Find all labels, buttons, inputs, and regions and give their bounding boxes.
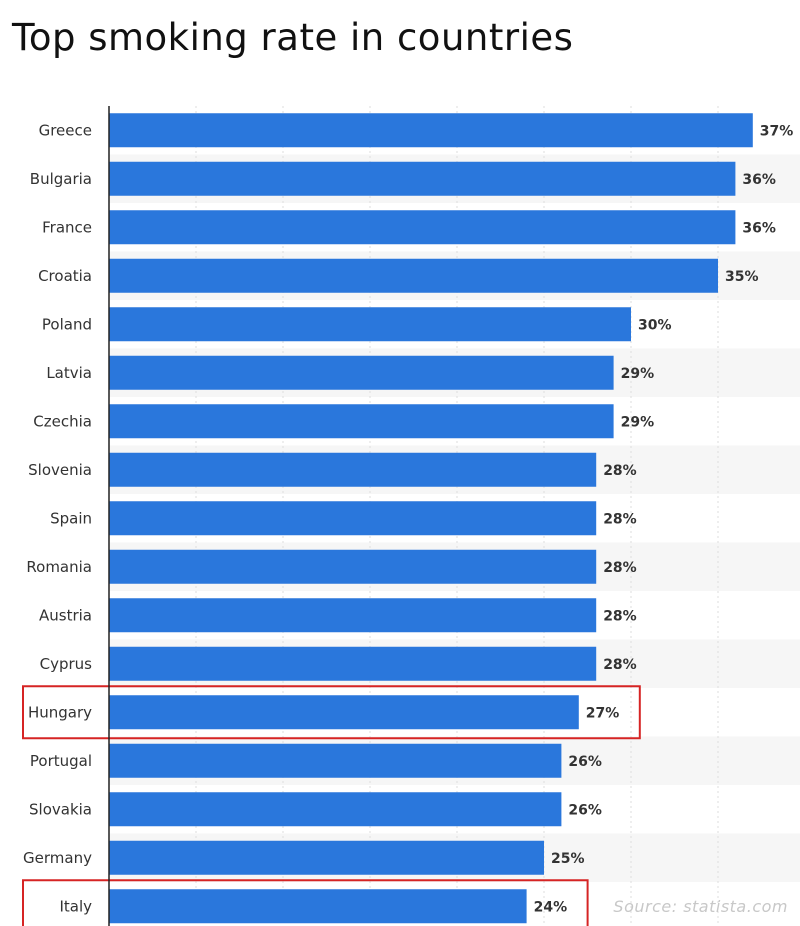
category-label: Poland — [42, 315, 92, 333]
category-label: France — [42, 218, 92, 236]
category-label: Croatia — [38, 267, 92, 285]
value-label: 35% — [725, 269, 759, 285]
bar-cyprus — [109, 646, 597, 681]
value-label: 28% — [603, 657, 637, 673]
chart-title: Top smoking rate in countries — [12, 16, 574, 59]
bar-spain — [109, 501, 597, 536]
category-label: Austria — [39, 606, 92, 624]
bar-slovenia — [109, 452, 597, 487]
value-label: 29% — [621, 414, 655, 430]
bar-france — [109, 210, 736, 245]
category-label: Cyprus — [40, 655, 93, 673]
value-label: 25% — [551, 851, 585, 867]
value-label: 28% — [603, 560, 637, 576]
bar-greece — [109, 113, 753, 148]
source-note: Source: statista.com — [613, 897, 788, 916]
bars — [109, 113, 753, 924]
bar-croatia — [109, 258, 718, 293]
value-label: 28% — [603, 511, 637, 527]
category-labels: Greece Bulgaria France Croatia Poland Latvia C… — [23, 121, 92, 915]
value-label: 30% — [638, 317, 672, 333]
value-label: 24% — [534, 899, 568, 915]
bar-austria — [109, 598, 597, 633]
bar-romania — [109, 549, 597, 584]
category-label: Italy — [59, 897, 92, 915]
bar-hungary — [109, 695, 579, 730]
category-label: Portugal — [30, 752, 92, 770]
value-label: 36% — [742, 220, 776, 236]
category-label: Greece — [39, 121, 92, 139]
category-label: Germany — [23, 849, 92, 867]
bar-latvia — [109, 355, 614, 390]
value-label: 28% — [603, 608, 637, 624]
bar-bulgaria — [109, 161, 736, 196]
highlight-box-hungary — [22, 685, 641, 740]
highlight-box-italy — [22, 879, 589, 926]
category-label: Czechia — [33, 412, 92, 430]
category-label: Slovenia — [28, 461, 92, 479]
category-label: Romania — [26, 558, 92, 576]
bar-portugal — [109, 743, 562, 778]
highlight-boxes — [22, 685, 641, 926]
bar-germany — [109, 840, 544, 875]
category-label: Spain — [50, 509, 92, 527]
value-label: 36% — [742, 172, 776, 188]
value-label: 37% — [760, 123, 794, 139]
value-labels: 37% 36% 36% 35% 30% 29% 29% 28% 28% 28% 28% 28% 27% 2… — [534, 123, 794, 915]
bar-slovakia — [109, 792, 562, 827]
value-label: 26% — [568, 754, 602, 770]
value-label: 29% — [621, 366, 655, 382]
bar-czechia — [109, 404, 614, 439]
bar-italy — [109, 889, 527, 924]
category-label: Slovakia — [29, 800, 92, 818]
category-label: Hungary — [28, 703, 92, 721]
bar-poland — [109, 307, 631, 342]
category-label: Latvia — [46, 364, 92, 382]
value-label: 26% — [568, 802, 602, 818]
category-label: Bulgaria — [30, 170, 92, 188]
value-label: 28% — [603, 463, 637, 479]
value-label: 27% — [586, 705, 620, 721]
